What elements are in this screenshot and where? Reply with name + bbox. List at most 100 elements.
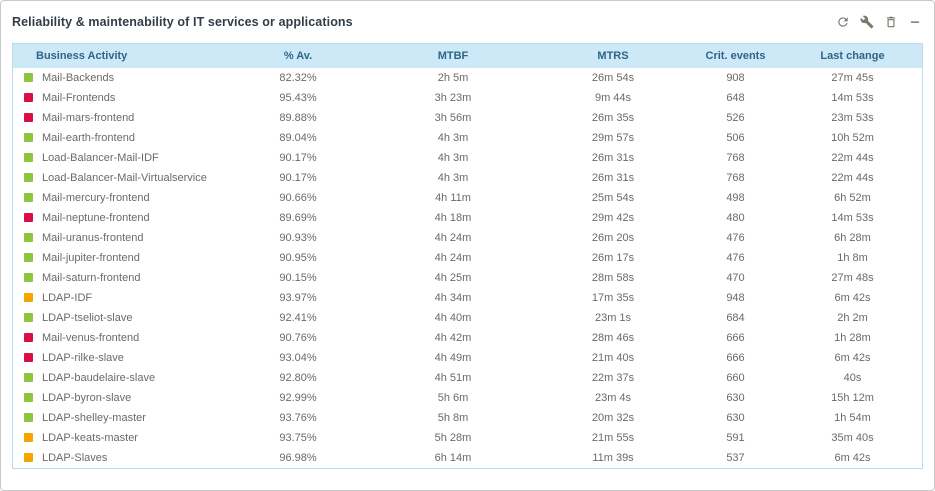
table-row[interactable]: Mail-earth-frontend 89.04% 4h 3m 29m 57s 506… <box>13 128 922 148</box>
table-row[interactable]: LDAP-rilke-slave 93.04% 4h 49m 21m 40s 666 6m… <box>13 348 922 368</box>
activity-label: Load-Balancer-Mail-IDF <box>42 152 159 164</box>
status-icon <box>24 452 33 462</box>
crit-events-cell: 768 <box>726 152 745 164</box>
crit-events-cell: 526 <box>726 112 745 124</box>
last-change-cell: 6m 42s <box>834 452 871 464</box>
table-row[interactable]: LDAP-IDF 93.97% 4h 34m 17m 35s 948 6m 42s <box>13 288 922 308</box>
status-icon <box>24 112 33 122</box>
last-change-cell: 1h 54m <box>834 412 871 424</box>
table-row[interactable]: Load-Balancer-Mail-IDF 90.17% 4h 3m 26m 31s… <box>13 148 922 168</box>
mtbf-cell: 4h 3m <box>437 132 469 144</box>
mtbf-cell: 4h 18m <box>434 212 472 224</box>
activity-cell: Mail-saturn-frontend <box>13 268 228 288</box>
crit-events-cell: 470 <box>726 272 745 284</box>
minimize-icon[interactable] <box>907 15 922 30</box>
activity-label: Mail-uranus-frontend <box>42 232 144 244</box>
activity-label: LDAP-rilke-slave <box>42 352 124 364</box>
crit-events-cell: 666 <box>726 332 745 344</box>
last-change-cell: 6h 52m <box>834 192 871 204</box>
availability-cell: 90.17% <box>279 172 317 184</box>
last-change-cell: 1h 8m <box>837 252 868 264</box>
widget-titlebar: Reliability & maintenability of IT servi… <box>1 1 934 43</box>
activity-cell: Load-Balancer-Mail-Virtualservice <box>13 168 228 188</box>
table-row[interactable]: Mail-jupiter-frontend 90.95% 4h 24m 26m 17s… <box>13 248 922 268</box>
activity-cell: LDAP-Slaves <box>13 448 228 468</box>
status-icon <box>24 152 33 162</box>
mtrs-cell: 23m 1s <box>594 312 632 324</box>
table-row[interactable]: LDAP-keats-master 93.75% 5h 28m 21m 55s 591 3… <box>13 428 922 448</box>
availability-cell: 92.41% <box>279 312 317 324</box>
activity-label: LDAP-tseliot-slave <box>42 312 133 324</box>
column-header: Business Activity <box>13 44 228 68</box>
table-row[interactable]: LDAP-tseliot-slave 92.41% 4h 40m 23m 1s 684 2… <box>13 308 922 328</box>
availability-cell: 89.69% <box>279 212 317 224</box>
crit-events-cell: 630 <box>726 412 745 424</box>
mtrs-cell: 25m 54s <box>591 192 635 204</box>
status-icon <box>24 272 33 282</box>
last-change-cell: 1h 28m <box>834 332 871 344</box>
activity-cell: Mail-earth-frontend <box>13 128 228 148</box>
last-change-cell: 14m 53s <box>831 92 874 104</box>
crit-events-cell: 476 <box>726 232 745 244</box>
reliability-table-container: Business Activity% Av. MTBF MTRS Crit. even… <box>12 43 923 469</box>
mtbf-cell: 4h 3m <box>437 152 469 164</box>
activity-label: LDAP-baudelaire-slave <box>42 372 156 384</box>
status-icon <box>24 352 33 362</box>
activity-label: LDAP-byron-slave <box>42 392 132 404</box>
crit-events-cell: 648 <box>726 92 745 104</box>
mtrs-cell: 22m 37s <box>591 372 635 384</box>
table-body: Mail-Backends 82.32% 2h 5m 26m 54s 908 27m 45… <box>13 68 922 468</box>
reliability-table: Business Activity% Av. MTBF MTRS Crit. even… <box>13 44 922 468</box>
activity-label: Mail-Frontends <box>42 92 116 104</box>
table-row[interactable]: LDAP-Slaves 96.98% 6h 14m 11m 39s 537 6m 42s <box>13 448 922 468</box>
table-row[interactable]: LDAP-shelley-master 93.76% 5h 8m 20m 32s 630… <box>13 408 922 428</box>
table-row[interactable]: Mail-saturn-frontend 90.15% 4h 25m 28m 58s 4… <box>13 268 922 288</box>
status-icon <box>24 412 33 422</box>
wrench-icon[interactable] <box>859 15 874 30</box>
availability-cell: 90.93% <box>279 232 317 244</box>
table-row[interactable]: Mail-neptune-frontend 89.69% 4h 18m 29m 42s… <box>13 208 922 228</box>
status-icon <box>24 132 33 142</box>
refresh-icon[interactable] <box>835 15 850 30</box>
mtrs-cell: 26m 35s <box>591 112 635 124</box>
trash-icon[interactable] <box>883 15 898 30</box>
table-row[interactable]: LDAP-byron-slave 92.99% 5h 6m 23m 4s 630 15h … <box>13 388 922 408</box>
mtrs-cell: 26m 54s <box>591 72 635 84</box>
last-change-cell: 22m 44s <box>831 152 874 164</box>
last-change-cell: 6h 28m <box>834 232 871 244</box>
activity-cell: LDAP-rilke-slave <box>13 348 228 368</box>
table-row[interactable]: Mail-Frontends 95.43% 3h 23m 9m 44s 648 14m 5… <box>13 88 922 108</box>
mtrs-cell: 21m 40s <box>591 352 635 364</box>
widget-toolbar <box>835 15 922 30</box>
mtrs-cell: 21m 55s <box>591 432 635 444</box>
mtrs-cell: 28m 46s <box>591 332 635 344</box>
crit-events-cell: 908 <box>726 72 745 84</box>
activity-cell: LDAP-baudelaire-slave <box>13 368 228 388</box>
crit-events-cell: 506 <box>726 132 745 144</box>
table-row[interactable]: Mail-venus-frontend 90.76% 4h 42m 28m 46s 66… <box>13 328 922 348</box>
crit-events-cell: 660 <box>726 372 745 384</box>
availability-cell: 89.88% <box>279 112 317 124</box>
table-row[interactable]: Mail-uranus-frontend 90.93% 4h 24m 26m 20s 4… <box>13 228 922 248</box>
availability-cell: 95.43% <box>279 92 317 104</box>
mtbf-cell: 2h 5m <box>437 72 469 84</box>
table-row[interactable]: Load-Balancer-Mail-Virtualservice 90.17% 4… <box>13 168 922 188</box>
mtbf-cell: 4h 40m <box>434 312 472 324</box>
availability-cell: 90.95% <box>279 252 317 264</box>
mtrs-cell: 17m 35s <box>591 292 635 304</box>
availability-cell: 93.76% <box>279 412 317 424</box>
status-icon <box>24 72 33 82</box>
activity-cell: Mail-uranus-frontend <box>13 228 228 248</box>
crit-events-cell: 480 <box>726 212 745 224</box>
table-row[interactable]: LDAP-baudelaire-slave 92.80% 4h 51m 22m 37s… <box>13 368 922 388</box>
status-icon <box>24 432 33 442</box>
table-row[interactable]: Mail-mercury-frontend 90.66% 4h 11m 25m 54s… <box>13 188 922 208</box>
crit-events-cell: 498 <box>726 192 745 204</box>
activity-label: Mail-venus-frontend <box>42 332 140 344</box>
table-row[interactable]: Mail-Backends 82.32% 2h 5m 26m 54s 908 27m 45… <box>13 68 922 88</box>
table-row[interactable]: Mail-mars-frontend 89.88% 3h 56m 26m 35s 526… <box>13 108 922 128</box>
last-change-cell: 23m 53s <box>831 112 874 124</box>
availability-cell: 90.15% <box>279 272 317 284</box>
last-change-cell: 27m 48s <box>831 272 874 284</box>
status-icon <box>24 212 33 222</box>
